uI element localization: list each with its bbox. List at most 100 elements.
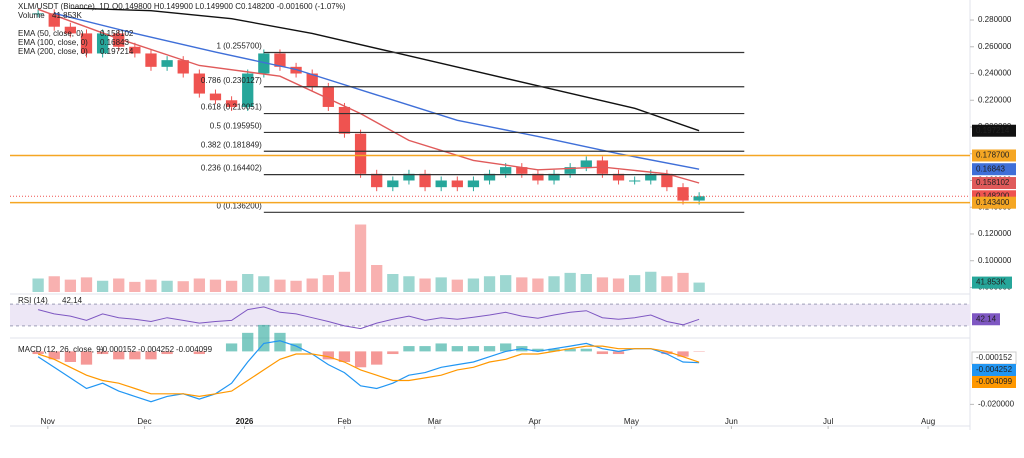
volume-bar	[242, 274, 254, 292]
legend-value: 0.16843	[100, 38, 129, 47]
candle-body	[96, 33, 109, 54]
legend-name: EMA (200, close, 0)	[18, 47, 88, 56]
volume-bar	[274, 279, 286, 292]
volume-bar	[612, 278, 625, 292]
macd-histogram-bar	[532, 348, 544, 352]
volume-bar	[225, 280, 238, 292]
price-tag	[972, 149, 1016, 162]
candle-body	[532, 173, 544, 181]
candle-body	[371, 173, 383, 188]
legend-value: 0.158102	[100, 29, 134, 38]
candle-body	[677, 187, 689, 201]
rsi-tag	[972, 313, 1000, 326]
x-tick-label: Aug	[921, 417, 935, 426]
ema-tag-label: 0.16843	[976, 164, 1005, 173]
volume-bar	[419, 278, 431, 292]
volume-bar	[96, 280, 109, 292]
x-tick-label: Dec	[137, 417, 151, 426]
candle-body	[548, 173, 560, 181]
macd-histogram-bar	[80, 351, 93, 365]
candle-body	[435, 180, 447, 188]
x-tick-label: Mar	[428, 417, 442, 426]
candle-body	[225, 100, 238, 107]
macd-tag-label: -0.004099	[976, 377, 1013, 386]
candle-body	[274, 53, 286, 67]
macd-title: MACD (12, 26, close, 9)	[18, 345, 104, 354]
legend-name: EMA (100, close, 0)	[18, 38, 88, 47]
rsi-tag-label: 42.14	[976, 314, 997, 323]
macd-histogram-bar	[354, 351, 367, 368]
macd-histogram-bar	[161, 351, 173, 355]
candle-body	[580, 160, 592, 168]
macd-histogram-bar	[48, 351, 60, 360]
volume-bar	[80, 277, 93, 292]
volume-bar	[209, 279, 222, 292]
candle-body	[467, 180, 480, 188]
macd-histogram-bar	[32, 351, 44, 355]
candle-body	[451, 180, 463, 188]
candle-body	[322, 86, 334, 107]
candle-body	[129, 46, 141, 54]
candle-body	[645, 173, 657, 181]
volume-bar	[32, 278, 44, 292]
volume-legend-value: 41.853K	[52, 11, 82, 20]
volume-bar	[290, 280, 302, 292]
candle-body	[354, 133, 367, 174]
x-tick-label: May	[624, 417, 639, 426]
macd-histogram-bar	[548, 348, 560, 352]
y-tick-label: 0.120000	[978, 229, 1012, 238]
rsi-title: RSI (14)	[18, 296, 48, 305]
candle-body	[193, 73, 205, 94]
x-tick-label: Nov	[41, 417, 55, 426]
x-tick-label: 2026	[236, 417, 254, 426]
macd-histogram-bar	[193, 351, 205, 355]
macd-histogram-bar	[96, 351, 109, 355]
volume-bar	[677, 272, 689, 292]
volume-bar	[548, 276, 560, 292]
y-tick-label: 0.280000	[978, 15, 1012, 24]
x-tick-label: Jul	[823, 417, 833, 426]
volume-bar	[371, 265, 383, 292]
x-tick-label: Feb	[338, 417, 352, 426]
legend-value: 0.197214	[100, 47, 134, 56]
macd-tick-label: -0.020000	[978, 399, 1015, 408]
volume-bar	[693, 282, 705, 292]
macd-histogram-bar	[500, 343, 512, 352]
ema-line	[37, 8, 700, 184]
volume-bar	[516, 277, 528, 292]
fib-label: 0.5 (0.195950)	[210, 122, 262, 131]
candle-body	[629, 180, 641, 182]
macd-line	[37, 340, 700, 403]
fib-label: 0.618 (0.210051)	[201, 103, 262, 112]
macd-histogram-bar	[371, 351, 383, 365]
rsi-line	[37, 306, 700, 330]
macd-histogram-bar	[387, 351, 399, 355]
macd-histogram-bar	[596, 351, 609, 355]
y-tick-label: 0.260000	[978, 42, 1012, 51]
volume-bar	[387, 274, 399, 292]
candle-body	[661, 173, 673, 188]
fib-label: 0.786 (0.230127)	[201, 76, 262, 85]
volume-bar	[129, 281, 141, 292]
volume-bar	[661, 276, 673, 292]
macd-histogram-bar	[564, 348, 576, 352]
volume-bar	[338, 271, 351, 292]
volume-bar	[580, 274, 592, 292]
volume-bar	[193, 278, 205, 292]
volume-bar	[467, 278, 480, 292]
volume-bar	[161, 280, 173, 292]
macd-histogram-bar	[580, 348, 592, 352]
macd-histogram-bar	[451, 346, 463, 352]
rsi-legend-value: 42.14	[62, 296, 83, 305]
macd-tag-label: -0.000152	[976, 353, 1013, 362]
macd-tag-label: -0.004252	[976, 365, 1013, 374]
volume-bar	[64, 279, 77, 292]
macd-histogram-bar	[274, 332, 286, 352]
volume-tag-label: 41.853K	[976, 278, 1006, 287]
macd-histogram-bar	[129, 351, 141, 360]
candle-body	[258, 53, 270, 74]
ohlc: O0.149800 H0.149900 L0.149900 C0.148200 …	[112, 2, 346, 11]
y-tick-label: 0.220000	[978, 95, 1012, 104]
ema-tag-label: 0.158102	[976, 178, 1010, 187]
legend-name: EMA (50, close, 0)	[18, 29, 84, 38]
